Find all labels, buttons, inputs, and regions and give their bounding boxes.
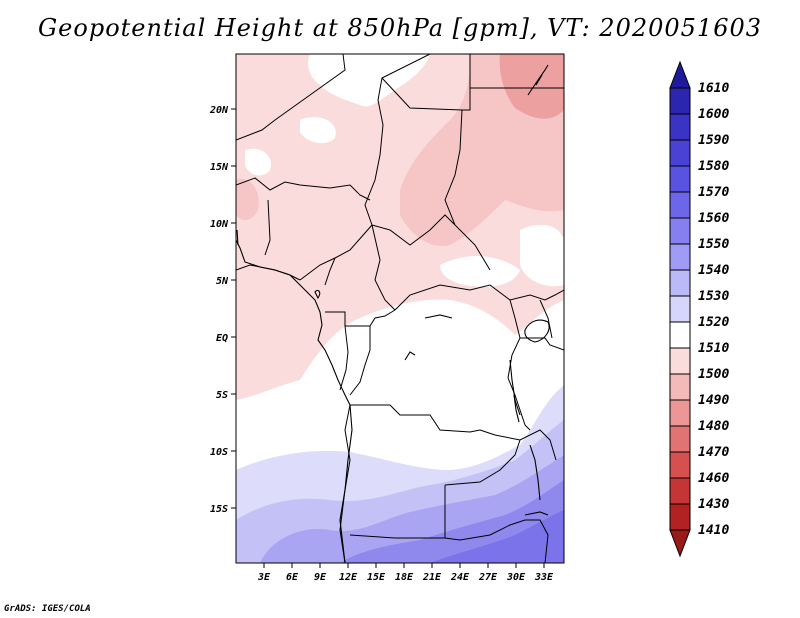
lon-label: 3E: [257, 572, 271, 583]
lat-ticks: [231, 108, 236, 509]
colorbar-segment: [669, 139, 691, 167]
lon-label: 18E: [395, 572, 414, 583]
colorbar-label: 1610: [698, 81, 729, 96]
field-white-patch-4: [520, 224, 564, 287]
lat-label: 10S: [210, 447, 228, 458]
lon-label: 15E: [367, 572, 386, 583]
field-lav5: [430, 510, 564, 563]
colorbar-label: 1410: [698, 523, 729, 538]
field-white-patch-1: [245, 148, 271, 176]
colorbar-segment: [669, 295, 691, 323]
colorbar-segment: [669, 191, 691, 219]
lon-label: 21E: [422, 572, 442, 583]
lat-label: 20N: [209, 105, 229, 116]
colorbar-label: 1470: [698, 445, 729, 460]
colorbar-top-arrow: [669, 60, 691, 89]
colorbar-segment: [669, 269, 691, 297]
colorbar-label: 1550: [698, 237, 729, 252]
colorbar-label: 1490: [698, 393, 729, 408]
colorbar: 1610 1600 1590 1580 1570 1560 1550 1540 …: [669, 60, 729, 558]
map-title: Geopotential Height at 850hPa [gpm], VT:…: [38, 14, 762, 42]
colorbar-segment: [669, 503, 691, 531]
lat-label: EQ: [216, 333, 228, 344]
lon-label: 24E: [450, 572, 470, 583]
lon-label: 27E: [478, 572, 498, 583]
colorbar-segment: [669, 217, 691, 245]
colorbar-label: 1510: [698, 341, 729, 356]
height-field: [236, 54, 564, 563]
field-white-patch-2: [300, 117, 336, 144]
colorbar-label: 1530: [698, 289, 729, 304]
colorbar-label: 1460: [698, 471, 729, 486]
colorbar-label: 1600: [698, 107, 729, 122]
field-pink-dark-ne: [499, 54, 564, 119]
colorbar-label: 1570: [698, 185, 729, 200]
colorbar-label: 1500: [698, 367, 729, 382]
coastline: [236, 64, 550, 563]
colorbar-segment: [669, 243, 691, 271]
lat-label: 5N: [216, 276, 229, 287]
colorbar-segment: [669, 113, 691, 141]
lon-ticks: [263, 563, 545, 568]
colorbar-segment: [669, 399, 691, 427]
lat-labels: 20N 15N 10N 5N EQ 5S 10S 15S: [209, 105, 229, 515]
colorbar-label: 1430: [698, 497, 729, 512]
credit-text: GrADS: IGES/COLA: [4, 604, 91, 614]
colorbar-label: 1560: [698, 211, 729, 226]
colorbar-bottom-arrow: [669, 529, 691, 558]
lon-label: 33E: [534, 572, 554, 583]
lon-label: 12E: [339, 572, 358, 583]
colorbar-segment: [669, 477, 691, 505]
colorbar-label: 1540: [698, 263, 729, 278]
field-white-north: [308, 54, 430, 107]
lon-labels: 3E 6E 9E 12E 15E 18E 21E 24E 27E 30E 33E: [257, 572, 554, 583]
colorbar-label: 1580: [698, 159, 729, 174]
lat-label: 15N: [210, 162, 229, 173]
colorbar-segment: [669, 165, 691, 193]
colorbar-segment: [669, 321, 691, 349]
field-white-patch-3: [440, 255, 520, 287]
colorbar-segment: [669, 347, 691, 375]
colorbar-label: 1520: [698, 315, 729, 330]
lat-label: 10N: [210, 219, 229, 230]
lon-label: 9E: [314, 572, 327, 583]
colorbar-segment: [669, 451, 691, 479]
colorbar-segment: [669, 373, 691, 401]
lat-label: 15S: [210, 504, 228, 515]
colorbar-segment: [669, 87, 691, 115]
lat-label: 5S: [216, 390, 228, 401]
colorbar-label: 1590: [698, 133, 729, 148]
map-frame: [235, 53, 565, 564]
colorbar-label: 1480: [698, 419, 729, 434]
colorbar-segment: [669, 425, 691, 453]
country-borders: [236, 54, 564, 563]
lon-label: 6E: [286, 572, 299, 583]
lon-label: 30E: [506, 572, 526, 583]
field-pink-mid-w: [236, 179, 259, 220]
